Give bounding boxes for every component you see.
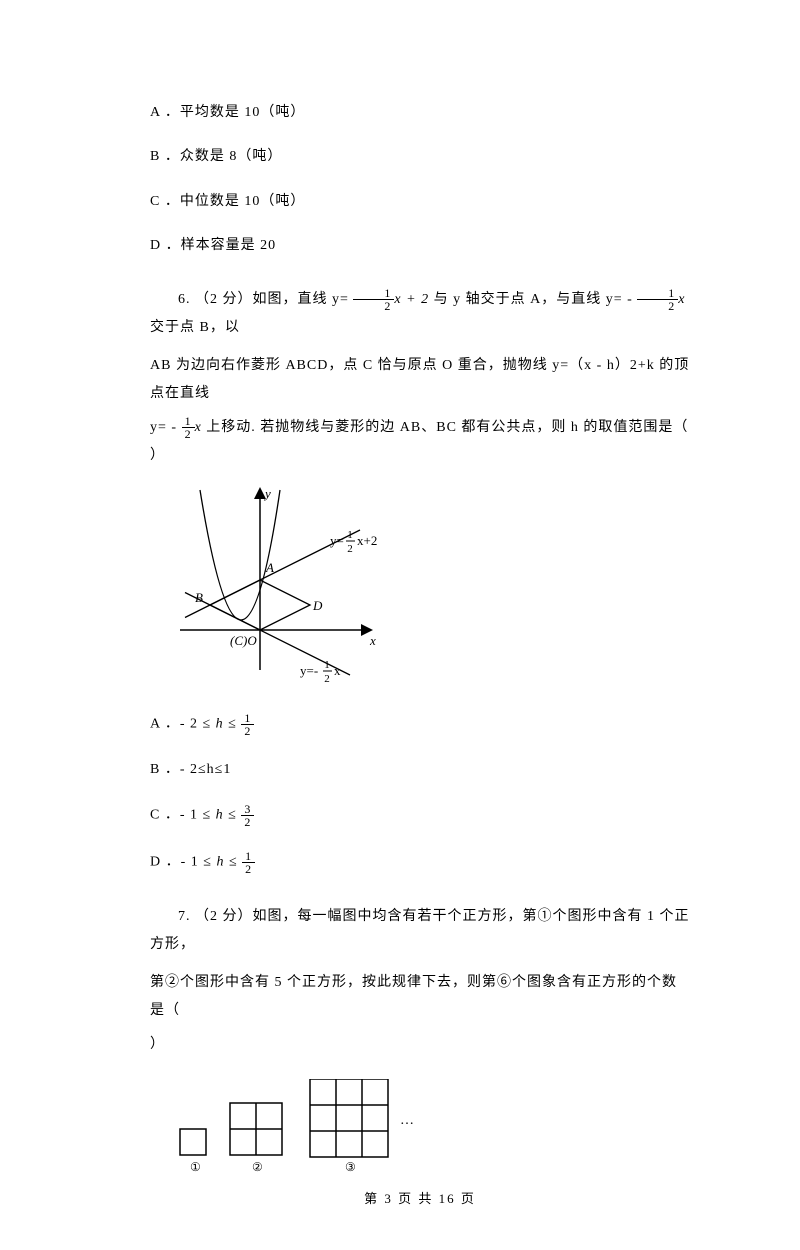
l2-tail: x <box>334 663 341 678</box>
q6-option-d: D ．- 1 ≤ h ≤ 12 <box>150 850 690 875</box>
line2-eq-label: y=- 1 2 x <box>300 659 341 685</box>
q5-option-d: D ．样本容量是 20 <box>150 235 690 257</box>
q6-optd-ineq: ≤ h ≤ <box>203 855 237 870</box>
opta-n: 1 <box>241 712 254 725</box>
q6-eq2-frac: 12 <box>637 287 678 312</box>
q6-eq3-frac: 12 <box>182 415 195 440</box>
q6-optc-ineq: ≤ h ≤ <box>203 808 237 823</box>
q6-opta-ineq: ≤ h ≤ <box>203 716 237 731</box>
fig-dots: … <box>400 1113 414 1128</box>
fig1-label: ① <box>190 1160 201 1174</box>
l2-frac-n: 1 <box>324 659 330 671</box>
q7-diagram: ① ② ③ … <box>170 1079 690 1179</box>
q6-eq3-tail: x <box>195 420 202 435</box>
q6-eq3-den: 2 <box>182 428 195 440</box>
optc-d: 2 <box>241 816 254 828</box>
optc-n: 3 <box>241 803 254 816</box>
q6-option-c: C ．- 1 ≤ h ≤ 32 <box>150 803 690 828</box>
q5-option-c: C ．中位数是 10（吨） <box>150 191 690 213</box>
page-footer: 第 3 页 共 16 页 <box>150 1189 690 1210</box>
q6-optd-frac: 12 <box>242 850 255 875</box>
fig1-square <box>180 1129 206 1155</box>
optd-n: 1 <box>242 850 255 863</box>
fig2 <box>230 1103 282 1155</box>
label-c: (C)O <box>230 633 257 648</box>
q6-stem-mid1: 与 y 轴交于点 A，与直线 y= - <box>434 292 638 307</box>
q6-option-b: B ．- 2≤h≤1 <box>150 759 690 781</box>
q6-diagram: y x A B D (C)O y= 1 2 x+2 <box>170 480 690 690</box>
y-axis-label: y <box>263 486 271 501</box>
q6-eq2-num: 1 <box>637 287 678 300</box>
parabola <box>200 490 280 620</box>
fig2-label: ② <box>252 1160 263 1174</box>
q6-option-a: A ．- 2 ≤ h ≤ 12 <box>150 712 690 737</box>
l2-frac-d: 2 <box>324 673 330 685</box>
q5-option-b: B ．众数是 8（吨） <box>150 146 690 168</box>
label-a: A <box>265 560 274 575</box>
q6-eq3-num: 1 <box>182 415 195 428</box>
q6-optc-pre: C ．- 1 <box>150 808 203 823</box>
label-d: D <box>312 598 323 613</box>
l1-frac-n: 1 <box>347 529 353 541</box>
q7-stem-line3: ） <box>150 1031 690 1059</box>
q6-stem-pre: 6. （2 分）如图，直线 y= <box>178 292 353 307</box>
optd-d: 2 <box>242 863 255 875</box>
q6-eq1-den: 2 <box>353 300 394 312</box>
q6-line3-pre: y= - <box>150 420 182 435</box>
q6-stem-line2: AB 为边向右作菱形 ABCD，点 C 恰与原点 O 重合，抛物线 y=（x -… <box>150 352 690 408</box>
q6-stem-mid2: 交于点 B，以 <box>150 320 240 335</box>
l1-eq-pre: y= <box>330 533 344 548</box>
q6-opta-pre: A ．- 2 <box>150 716 203 731</box>
q6-eq2-tail: x <box>678 292 685 307</box>
fig3-label: ③ <box>345 1160 356 1174</box>
q6-opta-frac: 12 <box>241 712 254 737</box>
x-axis-label: x <box>369 633 376 648</box>
q6-line3-post: 上移动. 若抛物线与菱形的边 AB、BC 都有公共点，则 h 的取值范围是（ ） <box>150 420 688 463</box>
l1-tail: x+2 <box>357 533 377 548</box>
q6-eq2-den: 2 <box>637 300 678 312</box>
q6-optc-frac: 32 <box>241 803 254 828</box>
q6-stem-line3: y= - 12x 上移动. 若抛物线与菱形的边 AB、BC 都有公共点，则 h … <box>150 414 690 470</box>
fig3 <box>310 1079 388 1157</box>
l1-frac-d: 2 <box>347 543 353 555</box>
q6-eq1-frac: 12 <box>353 287 394 312</box>
q6-eq1-tail: x + 2 <box>394 292 429 307</box>
q6-optd-pre: D ．- 1 <box>150 855 203 870</box>
label-b: B <box>195 590 203 605</box>
q7-stem-line2: 第②个图形中含有 5 个正方形，按此规律下去，则第⑥个图象含有正方形的个数是（ <box>150 969 690 1025</box>
q6-eq1-num: 1 <box>353 287 394 300</box>
q5-option-a: A ．平均数是 10（吨） <box>150 102 690 124</box>
q7-stem-line1: 7. （2 分）如图，每一幅图中均含有若干个正方形，第①个图形中含有 1 个正方… <box>150 903 690 959</box>
opta-d: 2 <box>241 725 254 737</box>
l2-eq-pre: y=- <box>300 663 318 678</box>
q6-stem-line1: 6. （2 分）如图，直线 y= 12x + 2 与 y 轴交于点 A，与直线 … <box>150 286 690 342</box>
